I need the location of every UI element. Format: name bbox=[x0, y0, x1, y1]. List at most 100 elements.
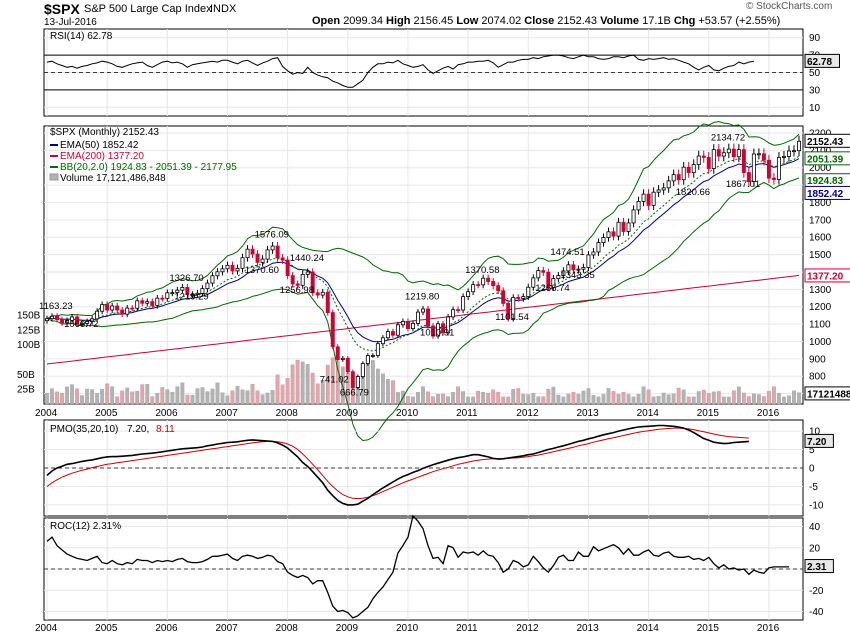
volume-bar bbox=[451, 392, 455, 405]
price-x-axis-year: 2016 bbox=[757, 408, 780, 419]
pmo-legend-title: PMO(35,20,10) bbox=[50, 424, 118, 435]
price-tick-label: 800 bbox=[809, 372, 826, 383]
candle-body bbox=[170, 292, 175, 295]
volume-bar bbox=[165, 389, 170, 405]
roc-tick-label: 20 bbox=[809, 543, 821, 554]
volume-bar bbox=[591, 395, 596, 405]
price-legend-bb: BB(20,2.0) 1924.83 - 2051.39 - 2177.95 bbox=[60, 162, 237, 173]
volume-bar bbox=[235, 386, 240, 405]
candle-body bbox=[345, 357, 350, 373]
volume-bar bbox=[767, 390, 771, 405]
volume-last-tag-box bbox=[804, 386, 850, 401]
candle-body bbox=[776, 157, 781, 180]
candle-body bbox=[190, 294, 195, 296]
volume-bar bbox=[265, 392, 270, 405]
price-annotation: 1256.98 bbox=[280, 285, 314, 296]
candle-body bbox=[526, 286, 531, 298]
candle-body bbox=[797, 140, 801, 152]
candle-body bbox=[155, 297, 160, 306]
candle-body bbox=[125, 307, 130, 315]
volume-bar bbox=[456, 386, 460, 405]
volume-bar bbox=[205, 391, 210, 405]
candle-body bbox=[340, 357, 345, 360]
volume-bar bbox=[481, 391, 486, 405]
volume-bar bbox=[696, 391, 701, 405]
price-annotation: 1266.74 bbox=[535, 283, 569, 294]
candle-body bbox=[130, 307, 135, 310]
roc-x-axis-year: 2011 bbox=[456, 623, 478, 633]
candle-body bbox=[350, 371, 355, 388]
volume-bar bbox=[100, 388, 105, 405]
roc-last-tag-box bbox=[804, 559, 834, 574]
candle-body bbox=[716, 149, 721, 157]
volume-bar bbox=[65, 386, 69, 405]
candle-body bbox=[491, 281, 496, 287]
candle-body bbox=[335, 346, 340, 360]
candle-body bbox=[641, 193, 646, 202]
candle-body bbox=[471, 284, 476, 293]
candle-body bbox=[766, 159, 771, 179]
price-annotation: 2134.72 bbox=[711, 132, 745, 143]
volume-bar bbox=[556, 394, 561, 405]
candle-body bbox=[300, 273, 305, 286]
pmo-legend-value2: 8.11 bbox=[156, 424, 175, 435]
volume-label: Volume bbox=[600, 15, 640, 27]
volume-bar bbox=[581, 390, 586, 405]
volume-bar bbox=[656, 396, 661, 405]
volume-bar bbox=[676, 387, 681, 405]
volume-bar bbox=[636, 394, 641, 405]
candle-body bbox=[441, 323, 446, 334]
volume-bar bbox=[531, 392, 536, 405]
candle-body bbox=[320, 291, 325, 296]
price-x-axis-year: 2012 bbox=[516, 408, 539, 419]
volume-bar bbox=[285, 378, 290, 405]
candle-body bbox=[120, 309, 125, 315]
candle-body bbox=[626, 222, 631, 232]
open-label: Open bbox=[312, 15, 341, 27]
volume-last-tag: 17121488 bbox=[807, 389, 850, 400]
candle-body bbox=[792, 150, 796, 153]
candle-body bbox=[185, 287, 190, 295]
candle-body bbox=[140, 300, 145, 304]
candle-body bbox=[741, 149, 746, 173]
candle-body bbox=[696, 155, 701, 165]
candle-body bbox=[751, 153, 756, 183]
candle-body bbox=[611, 231, 616, 237]
price-x-axis-year: 2009 bbox=[336, 408, 359, 419]
candle-body bbox=[476, 284, 481, 287]
volume-bar bbox=[686, 396, 691, 405]
bb-upper-line bbox=[46, 120, 800, 320]
price-annotation: 1343.35 bbox=[560, 270, 594, 281]
volume-bar bbox=[255, 390, 260, 405]
candle-body bbox=[656, 189, 661, 193]
volume-bar bbox=[295, 359, 300, 405]
price-last-tag-box bbox=[804, 185, 850, 200]
volume-bar bbox=[626, 394, 631, 405]
pmo-signal-line bbox=[46, 427, 749, 500]
volume-bar bbox=[551, 386, 556, 405]
candle-body bbox=[556, 275, 561, 279]
candle-body bbox=[175, 289, 180, 294]
candle-body bbox=[736, 149, 741, 158]
rsi-tick-label: 10 bbox=[809, 103, 821, 114]
close-value: 2152.43 bbox=[557, 15, 598, 27]
price-tick-label: 2000 bbox=[809, 163, 832, 174]
volume-bar bbox=[606, 388, 611, 405]
price-tick-label: 1700 bbox=[809, 215, 832, 226]
rsi-tick-label: 50 bbox=[809, 68, 821, 79]
price-annotation: 1101.54 bbox=[495, 312, 529, 323]
candle-body bbox=[210, 275, 215, 284]
volume-bar bbox=[406, 396, 410, 405]
candle-body bbox=[325, 291, 330, 314]
candle-body bbox=[621, 221, 626, 232]
volume-bar bbox=[380, 373, 385, 405]
pmo-last-tag-box bbox=[804, 433, 834, 448]
candle-body bbox=[330, 312, 335, 348]
candle-body bbox=[686, 166, 691, 173]
legend-volume-swatch bbox=[49, 173, 59, 181]
volume-bar bbox=[200, 387, 205, 405]
watermark: © StockCharts.com bbox=[746, 1, 833, 12]
candle-body bbox=[676, 174, 681, 181]
candle-body bbox=[421, 308, 425, 313]
bb-lower-line bbox=[46, 177, 800, 442]
